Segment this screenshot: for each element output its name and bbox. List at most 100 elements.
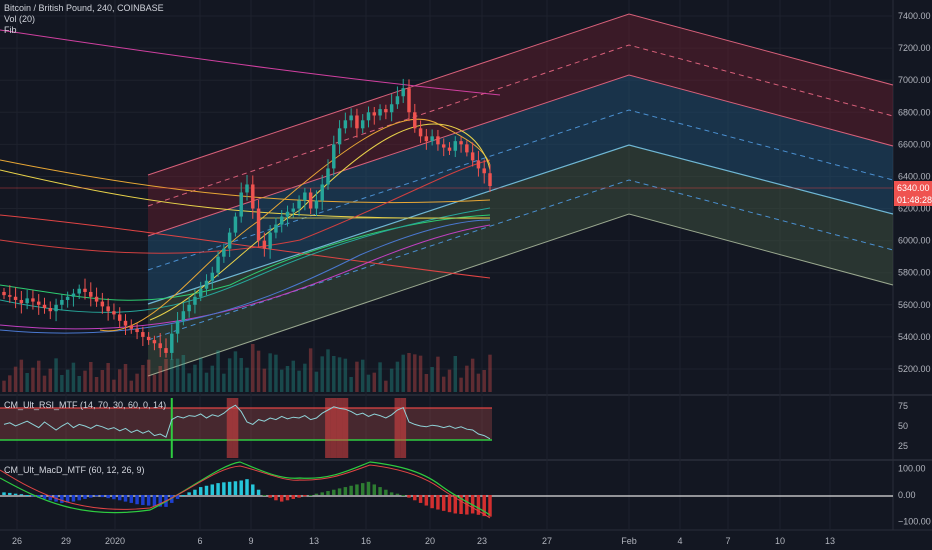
macd-bar <box>476 495 481 515</box>
macd-bar <box>94 495 99 497</box>
macd-axis[interactable]: 100.00 0.00 −100.00 <box>898 464 931 527</box>
rsi-axis[interactable]: 75 50 25 <box>898 401 908 451</box>
symbol-title[interactable]: Bitcoin / British Pound, 240, COINBASE <box>4 3 164 13</box>
volume-bar <box>198 357 203 392</box>
volume-bar <box>366 374 371 392</box>
candles[interactable] <box>2 78 492 360</box>
macd-bar <box>48 495 53 501</box>
volume-bar <box>303 363 307 392</box>
macd-bar <box>83 495 87 499</box>
candle-body <box>372 112 377 116</box>
candle-body <box>65 296 70 300</box>
candle-body <box>152 340 157 344</box>
volume-bar <box>395 361 400 392</box>
macd-bar <box>198 487 203 495</box>
volume-bar <box>135 373 139 392</box>
ma-red-short <box>0 159 491 254</box>
macd-tick-label: −100.00 <box>898 516 931 526</box>
macd-bar <box>42 495 47 499</box>
candle-body <box>19 299 24 304</box>
volume-bar <box>285 366 290 392</box>
volume-bar <box>71 362 76 392</box>
macd-bar <box>152 495 157 507</box>
macd-bar <box>303 495 307 497</box>
fib-line-top <box>147 13 894 176</box>
volume-bar <box>83 370 87 392</box>
fib-channel[interactable] <box>147 13 894 377</box>
macd-pane[interactable] <box>0 461 893 519</box>
candle-body <box>441 144 446 148</box>
volume-indicator-label[interactable]: Vol (20) <box>4 14 36 24</box>
volume-bar <box>100 370 105 392</box>
macd-bar <box>332 489 336 495</box>
candle-body <box>210 272 215 281</box>
volume-bar <box>222 373 226 392</box>
rsi-legend[interactable]: CM_Ult_RSI_MTF (14, 70, 30, 60, 0, 14) <box>4 400 167 410</box>
candle-body <box>175 320 180 334</box>
candle-body <box>366 112 371 121</box>
candle-body <box>476 160 481 169</box>
macd-bar <box>227 481 232 495</box>
candle-body <box>447 147 452 151</box>
macd-bar <box>251 484 255 495</box>
candle-body <box>332 144 336 169</box>
rsi-overbought-mark <box>226 398 233 458</box>
macd-bar <box>117 495 122 501</box>
macd-bar <box>210 484 215 495</box>
candle-body <box>343 120 348 129</box>
macd-bar <box>146 495 151 506</box>
volume-bar <box>187 373 191 392</box>
rsi-pane[interactable] <box>0 398 492 458</box>
volume-bar <box>19 359 24 392</box>
price-tick-label: 5200.00 <box>898 364 931 374</box>
volume-bar <box>389 368 394 392</box>
price-tick-label: 6800.00 <box>898 107 931 117</box>
candle-body <box>48 307 53 312</box>
macd-bar <box>31 495 35 497</box>
candle-body <box>285 211 290 217</box>
candle-body <box>187 304 191 312</box>
candle-body <box>112 311 116 315</box>
candle-body <box>355 115 359 129</box>
volume-bar <box>453 356 458 392</box>
macd-bar <box>112 495 116 500</box>
fib-indicator-label[interactable]: Fib <box>4 25 17 35</box>
moving-averages <box>0 29 893 334</box>
price-axis[interactable]: 7400.00 7200.00 7000.00 6800.00 6600.00 6400.… <box>898 11 931 374</box>
volume-bar <box>2 380 6 392</box>
fib-line-lower-dashed <box>147 179 894 341</box>
macd-bar <box>326 491 330 495</box>
macd-legend[interactable]: CM_Ult_MacD_MTF (60, 12, 26, 9) <box>4 465 145 475</box>
fib-zone-top <box>148 14 893 236</box>
macd-bar <box>100 495 105 498</box>
macd-bar <box>13 493 18 495</box>
macd-bar <box>25 495 29 496</box>
candle-body <box>123 320 128 326</box>
time-tick-label: 16 <box>361 536 371 546</box>
volume-bar <box>268 353 272 392</box>
macd-bar <box>355 484 359 495</box>
macd-bar <box>106 495 110 499</box>
volume-bar <box>384 380 388 392</box>
time-axis[interactable]: 26 29 2020 6 9 13 16 20 23 27 Feb 4 7 10 13 <box>12 536 835 546</box>
candle-body <box>117 314 122 321</box>
macd-bar <box>407 495 411 498</box>
fib-line-upper-mid <box>147 74 894 237</box>
volume-bar <box>430 367 434 392</box>
volume-bar <box>262 368 267 392</box>
volume-bar <box>245 367 249 392</box>
candle-body <box>314 200 319 209</box>
time-tick-label: 29 <box>61 536 71 546</box>
candle-body <box>274 224 278 233</box>
macd-bar <box>314 493 319 495</box>
candle-body <box>146 336 151 341</box>
candle-body <box>170 333 174 353</box>
candle-body <box>430 136 434 142</box>
candle-body <box>297 200 301 209</box>
candle-body <box>94 296 99 302</box>
volume-bar <box>42 375 47 392</box>
macd-bar <box>372 484 377 495</box>
volume-bar <box>210 365 215 392</box>
macd-bar <box>279 495 284 502</box>
